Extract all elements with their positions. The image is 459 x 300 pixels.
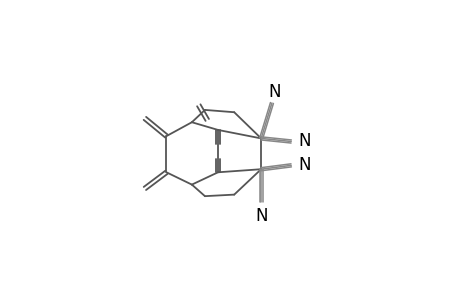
Text: N: N — [297, 156, 310, 174]
Text: N: N — [254, 207, 267, 225]
Text: N: N — [268, 83, 280, 101]
Text: N: N — [297, 133, 310, 151]
